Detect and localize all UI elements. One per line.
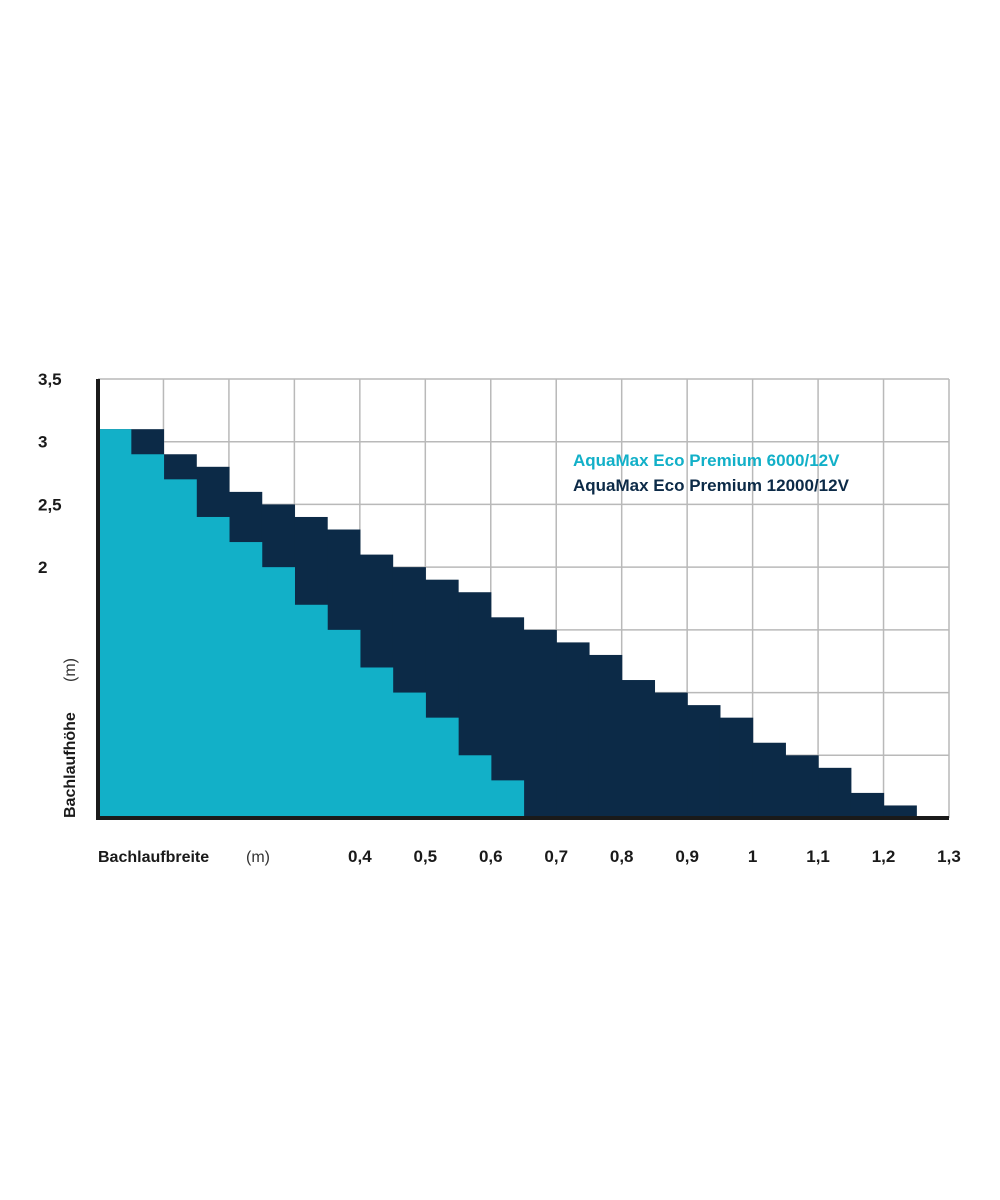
x-axis-title: Bachlaufbreite <box>98 849 209 866</box>
series-12000-step <box>588 654 623 818</box>
y-tick-label: 3,5 <box>38 370 62 389</box>
series-6000-step <box>458 755 492 818</box>
x-tick-labels: 0,4 0,5 0,6 0,7 0,8 0,9 1 1,1 1,2 1,3 <box>348 847 961 866</box>
series-6000-step <box>425 717 459 818</box>
legend-series-6000: AquaMax Eco Premium 6000/12V <box>573 451 840 470</box>
y-tick-label: 3 <box>38 433 47 452</box>
series-6000-step <box>392 692 426 818</box>
series-12000-step <box>556 642 590 818</box>
x-axis-unit: (m) <box>246 849 270 866</box>
x-tick-label: 0,5 <box>413 847 437 866</box>
series-12000-step <box>818 767 852 818</box>
legend-series-12000: AquaMax Eco Premium 12000/12V <box>573 476 850 495</box>
series-6000-step <box>327 629 361 818</box>
series-6000-step <box>98 429 132 818</box>
y-tick-label: 2 <box>38 558 47 577</box>
x-tick-label: 0,7 <box>544 847 568 866</box>
series-12000-step <box>850 792 885 818</box>
series-12000-step <box>719 717 754 818</box>
series-area <box>98 429 917 818</box>
axes <box>96 379 949 820</box>
series-12000-step <box>883 805 917 818</box>
x-tick-label: 1 <box>748 847 757 866</box>
y-axis-title: Bachlaufhöhe <box>62 712 79 818</box>
series-6000-step <box>490 780 525 818</box>
series-12000-step <box>654 692 688 818</box>
x-tick-label: 1,1 <box>806 847 830 866</box>
series-12000-step <box>752 742 786 818</box>
x-tick-label: 0,9 <box>675 847 699 866</box>
series-6000-step <box>196 516 230 818</box>
series-12000-step <box>687 705 721 818</box>
series-6000-step <box>130 454 165 818</box>
series-6000-step <box>228 542 263 818</box>
series-6000-step <box>359 667 394 818</box>
y-tick-labels: 2 2,5 3 3,5 <box>38 370 62 577</box>
y-tick-label: 2,5 <box>38 495 62 514</box>
series-6000-step <box>261 567 295 818</box>
x-tick-label: 0,8 <box>610 847 634 866</box>
series-12000-step <box>621 680 656 818</box>
series-6000-step <box>294 604 328 818</box>
x-tick-label: 0,4 <box>348 847 372 866</box>
series-6000-step <box>163 479 197 818</box>
series-12000-step <box>523 629 557 818</box>
x-tick-label: 1,2 <box>872 847 896 866</box>
y-axis-unit: (m) <box>62 658 79 682</box>
x-tick-label: 1,3 <box>937 847 961 866</box>
x-tick-label: 0,6 <box>479 847 503 866</box>
series-12000-step <box>785 755 819 818</box>
